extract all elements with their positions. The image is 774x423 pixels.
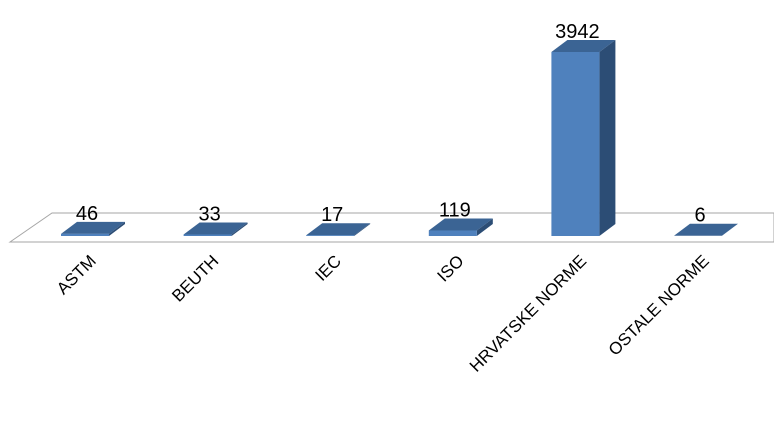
bar-3 xyxy=(306,223,371,236)
data-label: 17 xyxy=(321,204,343,226)
bar-top xyxy=(551,40,616,52)
bar-1 xyxy=(61,221,125,236)
category-label: IEC xyxy=(312,251,345,284)
bar-top xyxy=(674,223,738,236)
bar-top xyxy=(428,218,493,231)
data-label: 3942 xyxy=(555,21,600,43)
data-label: 6 xyxy=(694,205,705,227)
bar-front xyxy=(551,52,600,236)
bar-side xyxy=(354,223,371,236)
bar-6 xyxy=(674,223,738,236)
category-label: HRVATSKE NORME xyxy=(466,251,590,375)
data-label: 119 xyxy=(439,199,471,221)
bar-2 xyxy=(183,222,248,236)
bar-top xyxy=(61,221,125,234)
bar-side xyxy=(231,222,248,236)
bar-side xyxy=(476,218,493,236)
category-label: ASTM xyxy=(53,251,100,298)
bar-front xyxy=(428,230,477,236)
bar-5 xyxy=(551,40,616,236)
chart-floor xyxy=(8,212,774,243)
category-label: BEUTH xyxy=(168,251,222,305)
bar-front xyxy=(183,234,232,236)
bar-side xyxy=(599,40,616,236)
bar-side xyxy=(109,221,125,236)
bar-front xyxy=(306,235,355,236)
bar-4 xyxy=(428,218,493,236)
category-label: ISO xyxy=(433,251,467,285)
category-label: OSTALE NORME xyxy=(605,251,713,359)
data-label: 33 xyxy=(198,203,220,225)
bar-top xyxy=(306,223,371,236)
bar-front xyxy=(61,233,109,236)
bar-top xyxy=(183,222,248,235)
data-label: 46 xyxy=(76,203,98,225)
